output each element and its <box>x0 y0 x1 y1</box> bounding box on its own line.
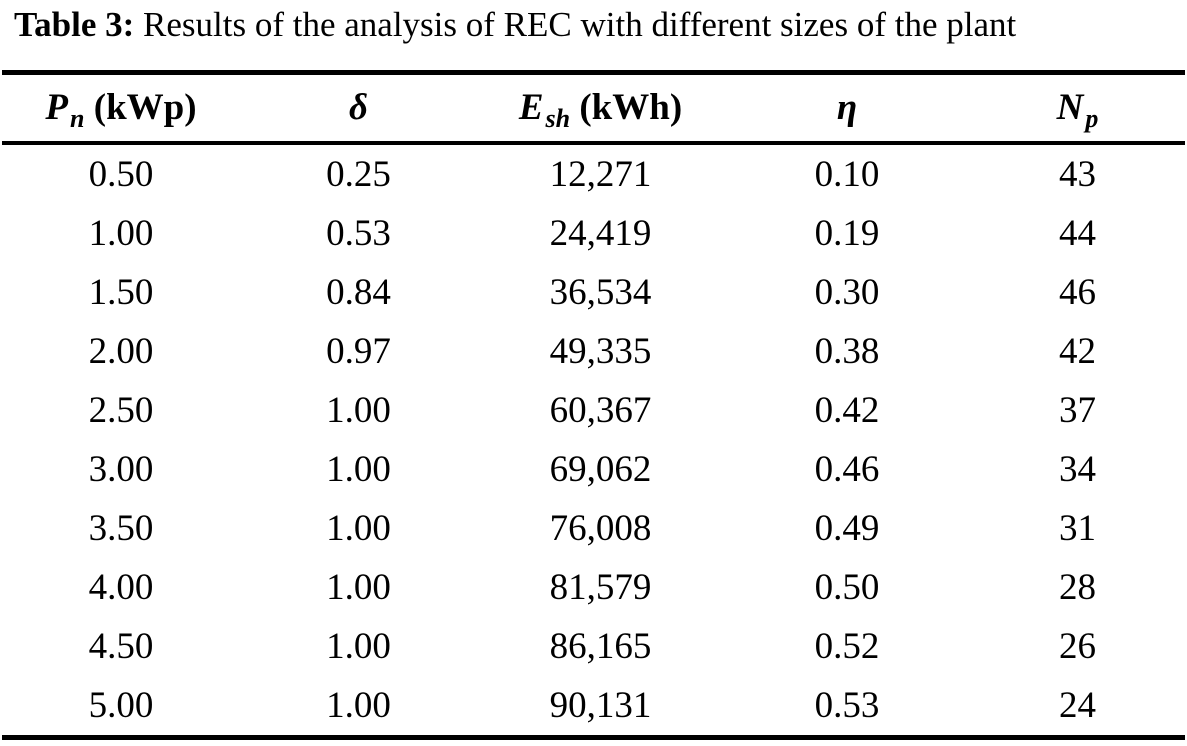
column-subscript: p <box>1085 104 1099 134</box>
table-cell: 86,165 <box>549 625 652 667</box>
column-symbol: P <box>45 87 69 129</box>
table-cell: 1.00 <box>88 212 154 254</box>
table-cell: 36,534 <box>549 271 652 313</box>
table-cell: 0.30 <box>814 271 880 313</box>
table-cell: 0.50 <box>88 153 154 195</box>
table-cell: 0.50 <box>814 566 880 608</box>
table-cell: 0.49 <box>814 507 880 549</box>
table-row: 2.50 1.00 60,367 0.42 37 <box>2 381 1185 440</box>
column-header-1: Pn (kWp) <box>2 73 240 143</box>
table-header: Pn (kWp) δ Esh (kWh) η Np <box>2 73 1185 143</box>
table-row: 3.50 1.00 76,008 0.49 31 <box>2 499 1185 558</box>
column-unit: (kWh) <box>570 87 683 129</box>
table-cell: 49,335 <box>549 330 652 372</box>
table-cell: 42 <box>1059 330 1096 372</box>
table-cell: 0.97 <box>326 330 391 372</box>
results-table: Pn (kWp) δ Esh (kWh) η Np 0.50 0.25 12,271 0.10… <box>2 70 1185 740</box>
table-cell: 0.52 <box>814 625 880 667</box>
table-cell: 0.10 <box>814 153 880 195</box>
table-row: 5.00 1.00 90,131 0.53 24 <box>2 676 1185 738</box>
column-unit: (kWp) <box>84 87 197 129</box>
table-cell: 24,419 <box>549 212 652 254</box>
table-cell: 81,579 <box>549 566 652 608</box>
table-cell: 28 <box>1059 566 1096 608</box>
table-cell: 44 <box>1059 212 1096 254</box>
table-cell: 0.46 <box>814 448 880 490</box>
table-cell: 31 <box>1059 507 1096 549</box>
table-cell: 2.50 <box>88 389 154 431</box>
table-cell: 1.00 <box>326 389 391 431</box>
table-cell: 0.25 <box>326 153 391 195</box>
table-cell: 0.38 <box>814 330 880 372</box>
column-symbol: N <box>1056 87 1084 129</box>
table-cell: 1.00 <box>326 684 391 726</box>
table-cell: 37 <box>1059 389 1096 431</box>
table-row: 4.50 1.00 86,165 0.52 26 <box>2 617 1185 676</box>
header-row: Pn (kWp) δ Esh (kWh) η Np <box>2 73 1185 143</box>
column-header-2: δ <box>240 73 477 143</box>
column-symbol: η <box>836 87 858 129</box>
table-cell: 69,062 <box>549 448 652 490</box>
table-cell: 0.53 <box>814 684 880 726</box>
table-cell: 34 <box>1059 448 1096 490</box>
table-cell: 0.53 <box>326 212 391 254</box>
caption-text: Results of the analysis of REC with diff… <box>143 5 1017 44</box>
table-cell: 60,367 <box>549 389 652 431</box>
table-cell: 1.00 <box>326 625 391 667</box>
caption-label: Table 3: <box>14 5 135 44</box>
column-header-4: η <box>724 73 970 143</box>
table-cell: 90,131 <box>549 684 652 726</box>
table-caption: Table 3: Results of the analysis of REC … <box>0 0 1187 47</box>
table-cell: 26 <box>1059 625 1096 667</box>
table-cell: 1.50 <box>88 271 154 313</box>
table-cell: 24 <box>1059 684 1096 726</box>
column-subscript: n <box>70 104 85 134</box>
table-row: 3.00 1.00 69,062 0.46 34 <box>2 440 1185 499</box>
table-cell: 12,271 <box>549 153 652 195</box>
column-header-5: Np <box>970 73 1185 143</box>
column-symbol: E <box>518 87 544 129</box>
table-cell: 1.00 <box>326 507 391 549</box>
table-row: 0.50 0.25 12,271 0.10 43 <box>2 143 1185 204</box>
table-cell: 2.00 <box>88 330 154 372</box>
table-cell: 0.42 <box>814 389 880 431</box>
column-symbol: δ <box>349 87 368 129</box>
table-cell: 46 <box>1059 271 1096 313</box>
column-header-3: Esh (kWh) <box>477 73 724 143</box>
table-cell: 1.00 <box>326 566 391 608</box>
table-body: 0.50 0.25 12,271 0.10 43 1.00 0.53 24,419 0.19 44… <box>2 143 1185 738</box>
table-row: 4.00 1.00 81,579 0.50 28 <box>2 558 1185 617</box>
table-cell: 3.00 <box>88 448 154 490</box>
table-cell: 43 <box>1059 153 1096 195</box>
table-cell: 76,008 <box>549 507 652 549</box>
table-cell: 3.50 <box>88 507 154 549</box>
table-row: 2.00 0.97 49,335 0.38 42 <box>2 322 1185 381</box>
table-cell: 0.19 <box>814 212 880 254</box>
table-cell: 4.00 <box>88 566 154 608</box>
table-cell: 4.50 <box>88 625 154 667</box>
table-row: 1.00 0.53 24,419 0.19 44 <box>2 204 1185 263</box>
column-subscript: sh <box>545 104 571 134</box>
table-cell: 0.84 <box>326 271 391 313</box>
table-cell: 1.00 <box>326 448 391 490</box>
table-cell: 5.00 <box>88 684 154 726</box>
table-row: 1.50 0.84 36,534 0.30 46 <box>2 263 1185 322</box>
